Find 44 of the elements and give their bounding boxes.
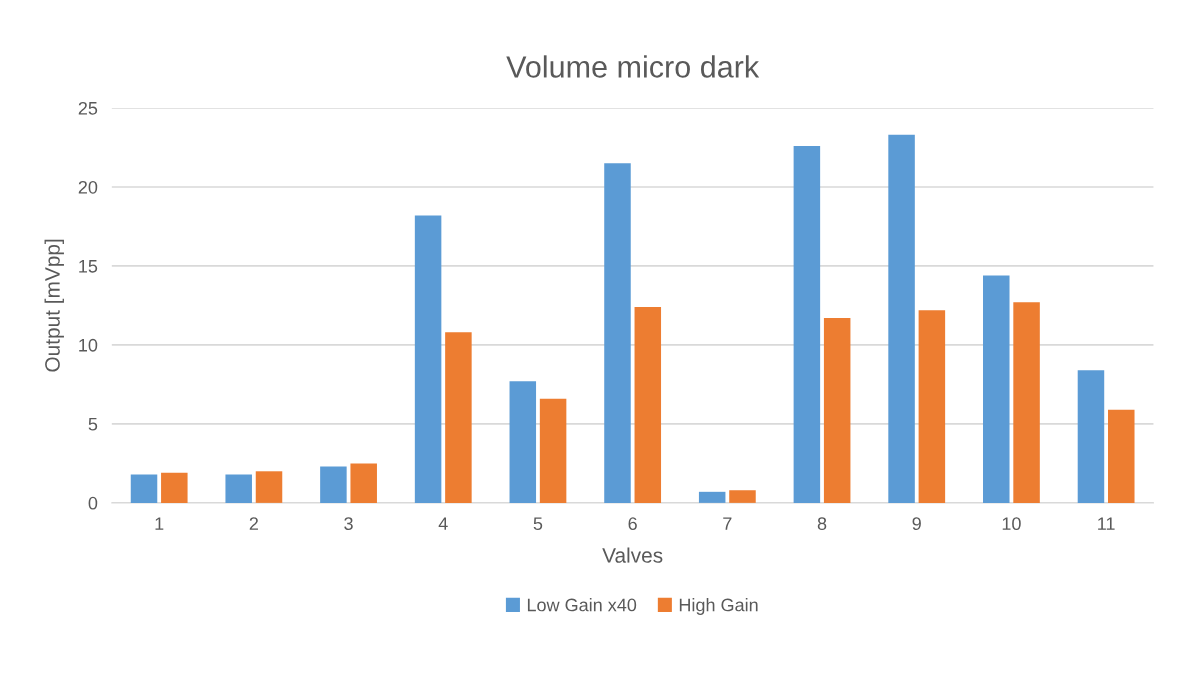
bar xyxy=(793,145,821,503)
y-tick-label: 25 xyxy=(78,101,98,115)
y-tick-label: 20 xyxy=(78,180,98,194)
bar xyxy=(1013,302,1040,503)
bar xyxy=(445,332,472,503)
y-axis-title: Output [mVpp] xyxy=(44,239,64,372)
x-tick-label: 2 xyxy=(249,517,258,530)
x-tick-label: 5 xyxy=(533,517,543,531)
bar xyxy=(888,134,915,503)
bar xyxy=(1108,409,1135,503)
x-tick-label: 6 xyxy=(628,517,637,531)
x-tick-label: 4 xyxy=(438,517,448,530)
bar xyxy=(509,381,537,503)
bar xyxy=(414,215,442,503)
bar xyxy=(1077,370,1105,503)
y-tick-label: 5 xyxy=(88,418,98,431)
bar xyxy=(539,398,567,503)
x-tick-label: 9 xyxy=(912,517,921,531)
y-tick-label: 0 xyxy=(88,496,98,510)
x-tick-label: 7 xyxy=(723,517,732,530)
bar xyxy=(350,463,377,503)
bar xyxy=(130,474,158,503)
x-tick-label: 10 xyxy=(1002,517,1021,531)
legend-label: High Gain xyxy=(679,598,758,615)
bar xyxy=(634,307,662,503)
y-tick-label: 10 xyxy=(79,338,98,352)
x-tick-label: 3 xyxy=(344,517,353,531)
bar xyxy=(255,471,283,503)
bar xyxy=(823,318,851,503)
chart-title: Volume micro dark xyxy=(506,55,760,78)
bar xyxy=(320,466,347,503)
y-tick-label: 15 xyxy=(79,260,98,273)
bar xyxy=(604,163,631,503)
bar xyxy=(698,491,726,503)
bar xyxy=(161,472,188,503)
bar xyxy=(729,490,756,503)
bar xyxy=(918,310,946,503)
x-tick-label: 8 xyxy=(817,517,827,531)
legend-label: Low Gain x40 xyxy=(527,598,637,612)
x-axis-title: Valves xyxy=(602,547,663,563)
x-tick-label: 1 xyxy=(155,517,164,530)
bar xyxy=(225,474,252,503)
bar xyxy=(983,275,1010,503)
x-tick-label: 11 xyxy=(1098,517,1115,530)
